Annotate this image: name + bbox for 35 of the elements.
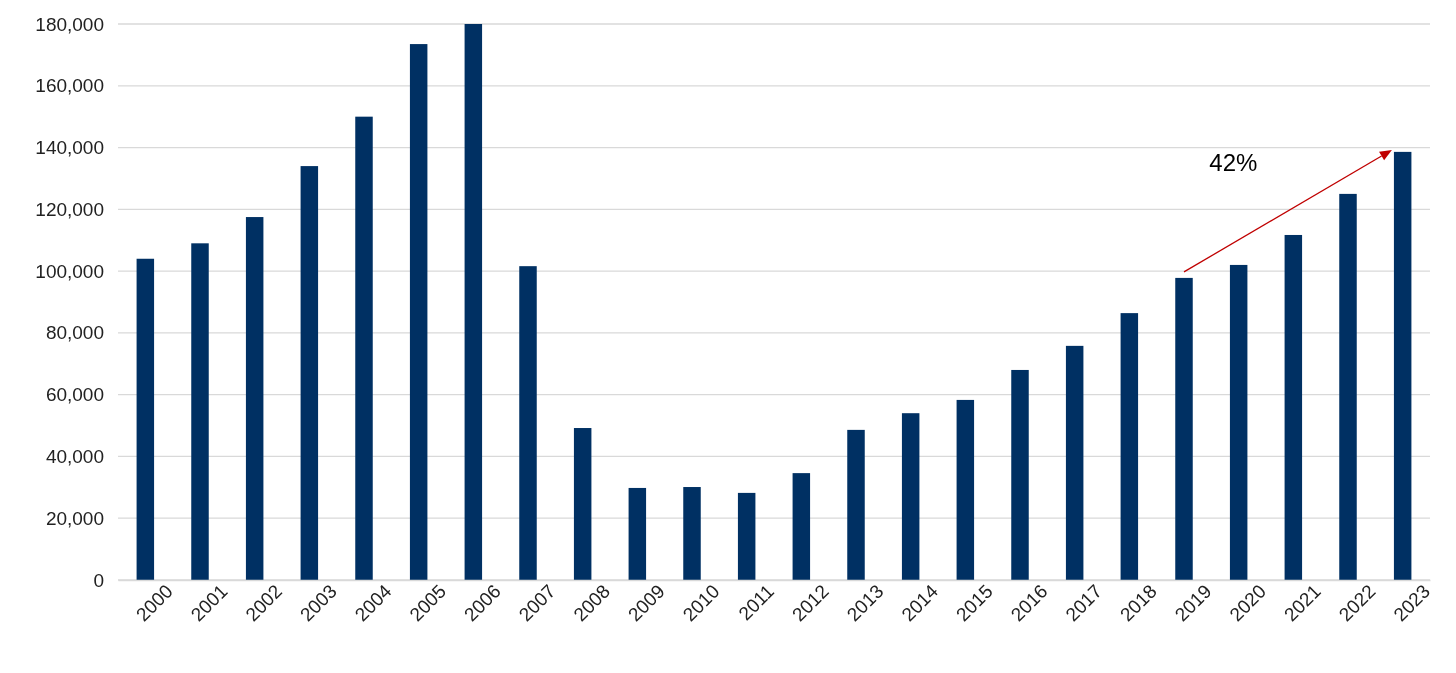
y-tick-label: 120,000 [35,198,104,220]
y-tick-label: 20,000 [45,507,104,529]
bar [1175,277,1193,580]
y-tick-label: 40,000 [45,446,104,468]
bar [245,217,264,580]
bar [901,413,920,580]
bar [409,44,428,580]
y-tick-label: 100,000 [35,260,104,282]
annotation: 42% [1209,148,1258,176]
bar [628,487,647,580]
bar [1011,369,1029,580]
y-tick-label: 0 [93,569,104,591]
bar [1065,345,1084,580]
bar [683,487,701,580]
bar [136,258,155,580]
bar [519,266,537,580]
bar [956,399,975,580]
y-tick-label: 160,000 [35,75,104,97]
bar [464,24,483,580]
bar [1229,264,1248,580]
bar [1393,151,1412,580]
bar [792,473,811,580]
bar [1339,193,1357,580]
bar [300,166,319,580]
y-tick-label: 140,000 [35,137,104,159]
bar [573,428,592,580]
y-tick-label: 60,000 [45,384,104,406]
bar [1120,313,1139,580]
bar [355,116,373,580]
bar [191,243,209,580]
y-tick-label: 180,000 [35,13,104,35]
y-tick-label: 80,000 [45,322,104,344]
bar [737,492,756,580]
bar [847,429,865,580]
bar [1284,234,1303,580]
